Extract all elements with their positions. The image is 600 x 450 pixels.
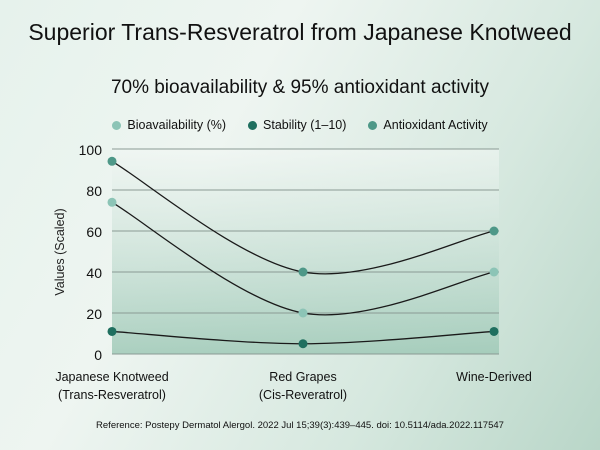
legend-marker-icon xyxy=(368,120,378,130)
y-tick-label: 60 xyxy=(86,224,102,240)
legend-label: Antioxidant Activity xyxy=(383,118,488,132)
data-point xyxy=(489,267,499,277)
data-point xyxy=(489,226,499,236)
legend-marker-icon xyxy=(248,120,258,130)
data-point xyxy=(107,197,117,207)
x-tick-label: (Cis-Reveratrol) xyxy=(259,388,347,402)
y-tick-label: 100 xyxy=(79,142,103,158)
chart-title: Superior Trans-Resveratrol from Japanese… xyxy=(0,18,600,46)
plot-area xyxy=(112,149,499,354)
y-tick-label: 20 xyxy=(86,306,102,322)
legend-item-stability: Stability (1–10) xyxy=(248,118,346,132)
data-point xyxy=(489,326,499,336)
legend-label: Bioavailability (%) xyxy=(127,118,227,132)
data-point xyxy=(107,326,117,336)
y-tick-label: 80 xyxy=(86,183,102,199)
y-tick-label: 0 xyxy=(94,347,102,363)
legend-item-antioxidant: Antioxidant Activity xyxy=(368,118,488,132)
x-tick-label: Red Grapes xyxy=(269,370,336,384)
y-axis-label: Values (Scaled) xyxy=(53,208,67,295)
x-tick-label: (Trans-Resveratrol) xyxy=(58,388,166,402)
legend-item-bioavailability: Bioavailability (%) xyxy=(112,118,226,132)
x-tick-label: Japanese Knotweed xyxy=(55,370,168,384)
legend-marker-icon xyxy=(112,120,122,130)
y-tick-label: 40 xyxy=(86,265,102,281)
data-point xyxy=(298,339,308,349)
reference-note: Reference: Postepy Dermatol Alergol. 202… xyxy=(96,420,504,431)
x-tick-label: Wine-Derived xyxy=(456,370,532,384)
legend: Bioavailability (%) Stability (1–10) Ant… xyxy=(0,118,600,132)
legend-label: Stability (1–10) xyxy=(263,118,347,132)
data-point xyxy=(298,267,308,277)
chart-subtitle: 70% bioavailability & 95% antioxidant ac… xyxy=(110,77,490,98)
data-point xyxy=(107,156,117,166)
title-text: Superior Trans-Resveratrol from Japanese… xyxy=(28,19,572,45)
data-point xyxy=(298,308,308,318)
